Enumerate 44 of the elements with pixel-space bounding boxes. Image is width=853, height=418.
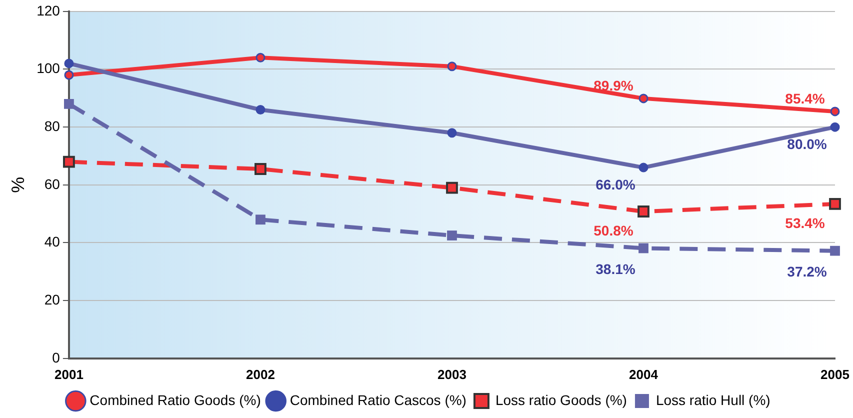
legend-label: Combined Ratio Goods (%) [90,392,261,408]
point [447,128,457,138]
y-tick-label: 20 [44,291,60,308]
legend-label: Combined Ratio Cascos (%) [290,392,466,408]
point [830,122,840,132]
point [830,246,840,256]
data-label: 85.4% [785,90,826,106]
point [638,162,648,172]
data-label: 50.8% [594,222,634,238]
y-tick-label: 40 [44,234,60,250]
x-tick-label: 2001 [54,366,84,382]
point [829,198,841,210]
point [638,243,648,254]
y-tick-label: 100 [36,60,60,76]
point [256,52,266,62]
y-tick-label: 120 [36,2,60,18]
point [63,156,75,168]
point [447,62,457,72]
point [447,230,457,240]
point [256,104,266,114]
y-tick-label: 0 [52,349,60,366]
point [64,58,74,68]
point [446,182,458,194]
x-tick-label: 2004 [629,366,659,382]
y-axis-title: % [8,176,28,193]
point [638,206,650,218]
legend-label: Loss ratio Hull (%) [656,392,770,408]
y-tick-label: 60 [44,176,60,192]
x-tick-label: 2002 [246,366,275,382]
y-tick-label: 80 [44,118,60,134]
point [256,214,266,225]
data-label: 53.4% [785,214,826,231]
x-tick-label: 2005 [820,366,850,382]
point [830,106,840,116]
point [64,98,74,109]
point [254,163,266,175]
point [638,94,648,104]
data-label: 38.1% [596,261,636,278]
x-tick-label: 2003 [438,366,466,382]
data-label: 66.0% [596,176,636,192]
data-label: 80.0% [787,136,828,152]
data-label: 37.2% [787,264,828,280]
legend-label: Loss ratio Goods (%) [495,392,627,408]
point [64,70,74,80]
